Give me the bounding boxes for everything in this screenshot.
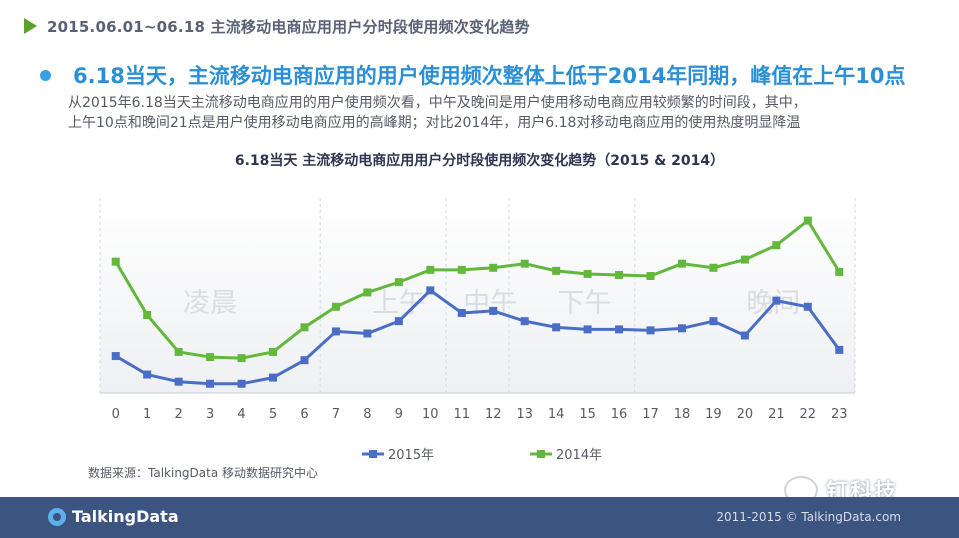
x-tick-label: 14 [548, 407, 565, 422]
headline-row: 6.18当天，主流移动电商应用的用户使用频次整体上低于2014年同期，峰值在上午… [40, 60, 905, 90]
data-point [677, 324, 686, 333]
copyright: 2011-2015 © TalkingData.com [716, 510, 901, 524]
bullet-icon [40, 69, 51, 81]
x-tick-label: 5 [269, 407, 277, 422]
period-label: 凌晨 [183, 288, 237, 319]
talkingdata-logo: TalkingData [48, 507, 179, 526]
data-point [363, 329, 372, 338]
description: 从2015年6.18当天主流移动电商应用的用户使用频次看，中午及晚间是用户使用移… [68, 93, 928, 133]
legend-label: 2015年 [388, 448, 434, 463]
data-point [835, 267, 844, 276]
data-point [394, 278, 403, 287]
logo-icon [48, 507, 66, 526]
data-point [740, 331, 749, 340]
period-label: 下午 [557, 288, 611, 319]
x-tick-label: 4 [237, 407, 245, 422]
x-tick-label: 8 [363, 407, 371, 422]
legend-swatch-marker [537, 450, 545, 458]
headline: 6.18当天，主流移动电商应用的用户使用频次整体上低于2014年同期，峰值在上午… [73, 64, 906, 88]
footer-bar: TalkingData 2011-2015 © TalkingData.com [0, 497, 959, 538]
data-point [300, 356, 309, 365]
data-point [457, 308, 466, 317]
series-line [114, 219, 841, 360]
x-tick-label: 16 [611, 407, 628, 422]
data-point [426, 286, 435, 295]
data-point [363, 288, 372, 297]
x-tick-label: 6 [300, 407, 308, 422]
data-point [457, 265, 466, 274]
x-tick-label: 7 [332, 407, 340, 422]
line-chart: 凌晨上午中午下午晚间012345678910111213141516171819… [99, 198, 856, 463]
plot-area [100, 198, 855, 393]
x-tick-label: 1 [143, 407, 151, 422]
data-point [646, 272, 655, 280]
data-point [269, 373, 278, 382]
data-point [772, 296, 781, 305]
description-line-2: 上午10点和晚间21点是用户使用移动电商应用的高峰期；对比2014年，用户6.1… [68, 115, 801, 131]
series-line [114, 288, 841, 386]
data-source: 数据来源：TalkingData 移动数据研究中心 [88, 466, 319, 480]
x-tick-label: 3 [206, 407, 214, 422]
data-point [174, 347, 183, 356]
data-point [206, 379, 215, 388]
x-tick-label: 19 [705, 407, 722, 422]
data-point [174, 377, 183, 386]
data-point [269, 347, 278, 356]
x-tick-label: 2 [175, 407, 183, 422]
x-tick-label: 20 [737, 407, 754, 422]
data-point [111, 352, 120, 361]
data-point [803, 302, 812, 311]
data-point [520, 259, 529, 268]
legend-swatch-marker [369, 450, 377, 458]
data-point [803, 216, 812, 225]
legend-label: 2014年 [556, 448, 602, 463]
data-point [426, 265, 435, 274]
data-point [331, 327, 340, 336]
x-tick-label: 22 [800, 407, 817, 422]
data-point [646, 326, 655, 335]
logo-text: TalkingData [72, 507, 179, 526]
data-point [143, 311, 152, 319]
play-arrow-icon [24, 18, 37, 34]
x-tick-label: 13 [516, 407, 533, 422]
x-tick-label: 18 [674, 407, 691, 422]
data-point [111, 257, 120, 266]
x-tick-label: 12 [485, 407, 502, 422]
chart-title: 6.18当天 主流移动电商应用用户分时段使用频次变化趋势（2015 & 2014… [234, 153, 725, 169]
data-point [677, 259, 686, 268]
x-tick-label: 9 [395, 407, 403, 422]
data-point [583, 269, 592, 278]
data-point [740, 255, 749, 264]
x-tick-label: 21 [768, 407, 785, 422]
data-point [489, 306, 498, 315]
data-point [583, 325, 592, 334]
data-point [394, 317, 403, 326]
data-point [772, 241, 781, 250]
data-point [520, 317, 529, 326]
x-tick-label: 15 [579, 407, 596, 422]
data-point [615, 325, 624, 334]
data-point [489, 263, 498, 272]
data-point [143, 370, 152, 379]
x-tick-label: 23 [831, 407, 848, 422]
x-tick-label: 11 [453, 407, 470, 422]
data-point [331, 302, 340, 311]
data-point [709, 263, 718, 272]
data-point [300, 323, 309, 332]
data-point [237, 379, 246, 388]
data-point [709, 317, 718, 326]
data-point [835, 345, 844, 354]
data-point [552, 266, 561, 275]
data-point [552, 323, 561, 332]
x-tick-label: 17 [642, 407, 659, 422]
data-point [237, 354, 246, 363]
description-line-1: 从2015年6.18当天主流移动电商应用的用户使用频次看，中午及晚间是用户使用移… [68, 95, 807, 111]
data-point [615, 270, 624, 279]
page-title: 2015.06.01~06.18 主流移动电商应用用户分时段使用频次变化趋势 [47, 17, 530, 36]
data-point [206, 353, 215, 362]
header-bar: 2015.06.01~06.18 主流移动电商应用用户分时段使用频次变化趋势 [24, 14, 530, 38]
x-tick-label: 10 [422, 407, 439, 422]
x-tick-label: 0 [112, 407, 120, 422]
